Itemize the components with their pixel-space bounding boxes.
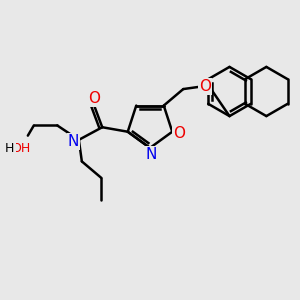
Text: O: O — [173, 126, 185, 141]
Text: H: H — [5, 142, 14, 155]
Text: O: O — [88, 91, 100, 106]
Text: OH: OH — [11, 142, 31, 155]
Text: N: N — [68, 134, 79, 149]
Text: N: N — [146, 147, 157, 162]
Text: O: O — [199, 79, 211, 94]
Text: O: O — [199, 79, 211, 94]
